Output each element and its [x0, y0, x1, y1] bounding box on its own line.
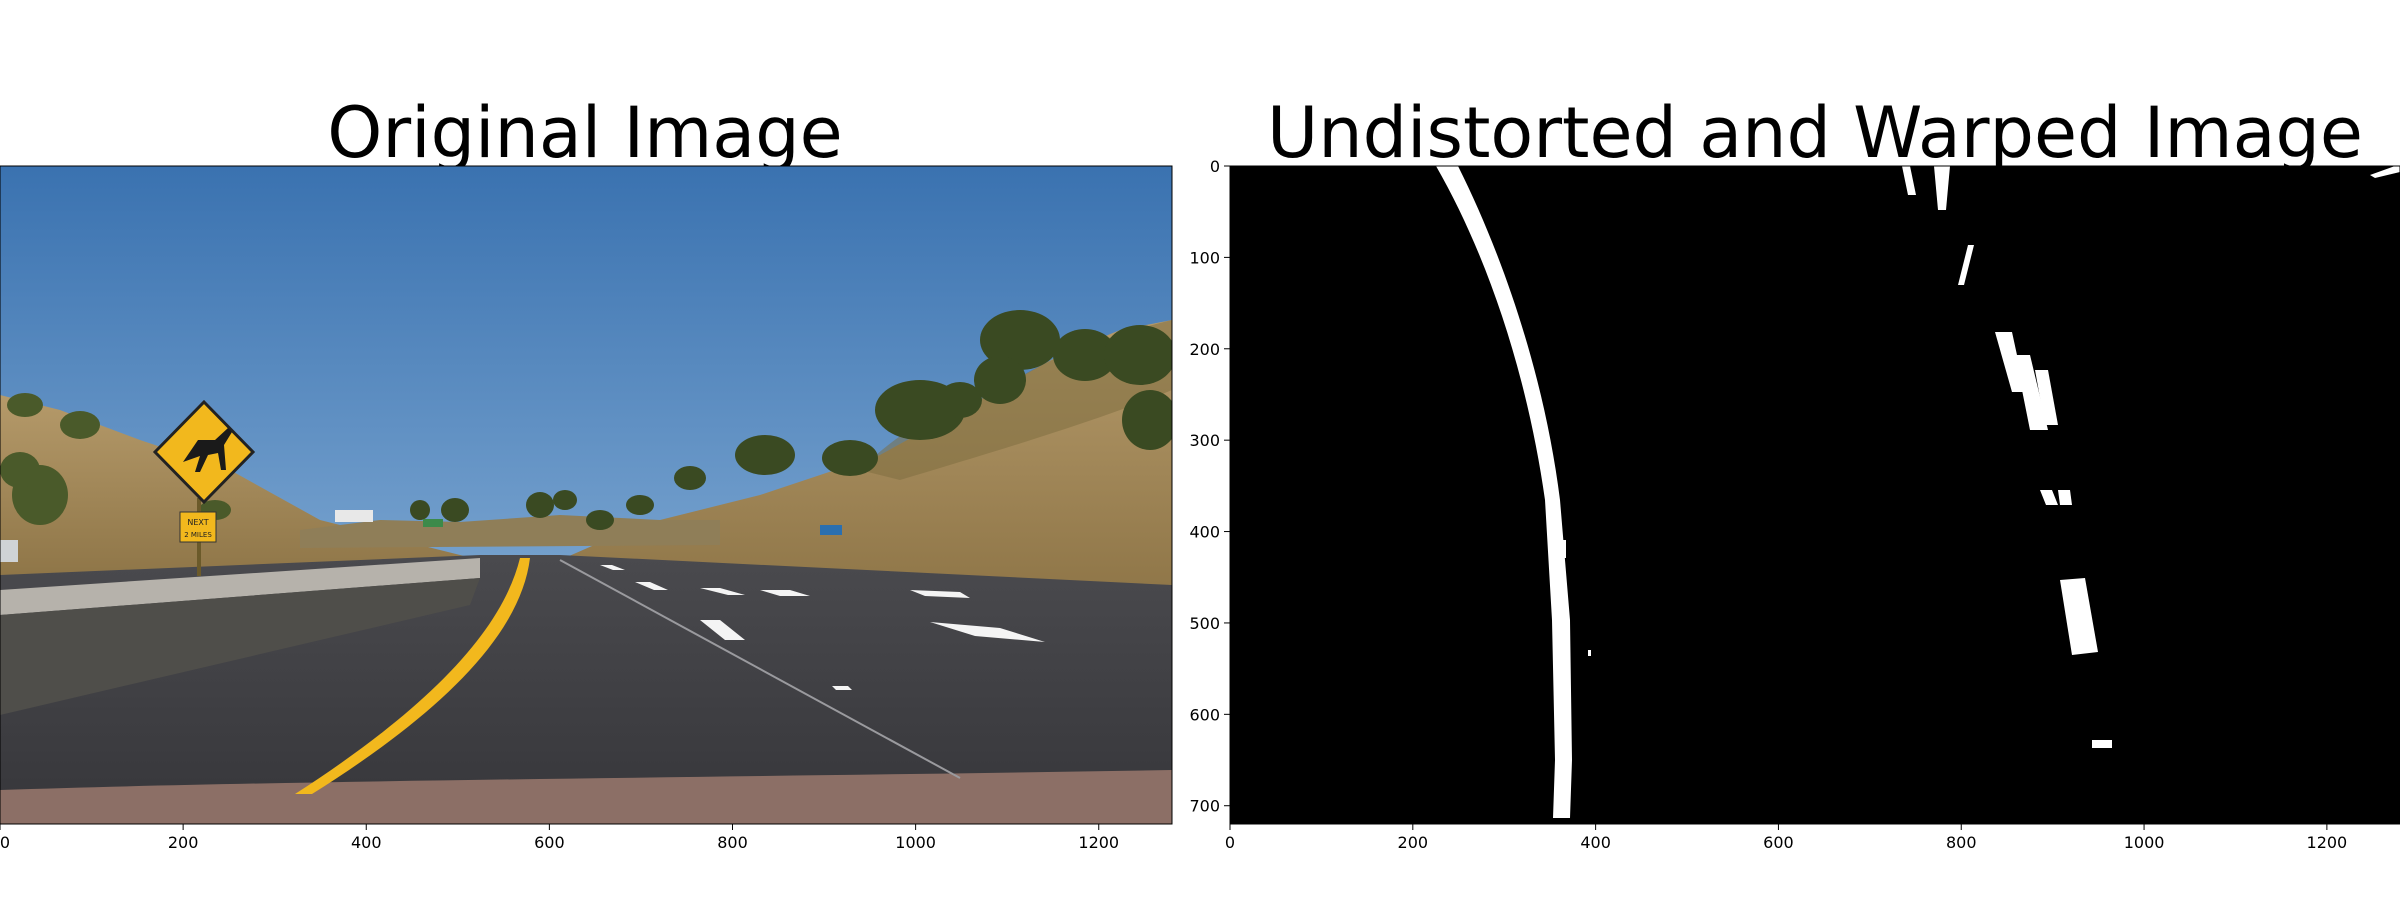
right-x-tick-label: 200 — [1398, 833, 1429, 852]
right-x-tick-label: 400 — [1580, 833, 1611, 852]
left-x-tick-label: 800 — [717, 833, 748, 852]
sign-plate-line2: 2 MILES — [184, 531, 212, 539]
right-panel-title: Undistorted and Warped Image — [1267, 92, 2363, 174]
right-y-tick-label: 400 — [1189, 523, 1220, 542]
left-x-tick-label: 0 — [0, 833, 10, 852]
deer-crossing-sign: NEXT 2 MILES — [152, 399, 256, 576]
deer-icon — [183, 428, 232, 472]
warped-binary-image — [1230, 166, 2400, 824]
right-y-tick-label: 500 — [1189, 614, 1220, 633]
median-barrier — [0, 578, 480, 715]
right-y-axis: 0 100 200 300 400 500 600 700 — [1189, 157, 1230, 816]
right-x-tick-label: 800 — [1946, 833, 1977, 852]
right-x-tick-label: 0 — [1225, 833, 1235, 852]
left-panel-title: Original Image — [327, 92, 842, 174]
right-y-tick-label: 600 — [1189, 705, 1220, 724]
left-axes-frame — [0, 165, 1173, 825]
right-y-tick-label: 200 — [1189, 340, 1220, 359]
right-y-tick-label: 700 — [1189, 797, 1220, 816]
right-axes-frame — [1229, 165, 2400, 825]
left-x-tick-label: 600 — [534, 833, 565, 852]
right-y-tick-label: 100 — [1189, 248, 1220, 267]
right-y-tick-label: 300 — [1189, 431, 1220, 450]
left-x-axis: 0 200 400 600 800 1000 1200 — [0, 824, 1119, 852]
white-lane-dashes — [600, 565, 1045, 690]
sign-plate-line1: NEXT — [187, 518, 208, 527]
left-x-tick-label: 400 — [351, 833, 382, 852]
left-x-tick-label: 1000 — [895, 833, 936, 852]
original-image: NEXT 2 MILES — [0, 166, 1172, 824]
right-x-tick-label: 600 — [1763, 833, 1794, 852]
right-x-tick-label: 1000 — [2124, 833, 2165, 852]
right-x-tick-label: 1200 — [2307, 833, 2348, 852]
right-y-tick-label: 0 — [1210, 157, 1220, 176]
left-x-tick-label: 1200 — [1078, 833, 1119, 852]
left-x-tick-label: 200 — [168, 833, 199, 852]
right-lane-fragments — [1902, 166, 2400, 748]
warped-background — [1230, 166, 2400, 824]
right-x-axis: 0 200 400 600 800 1000 1200 — [1225, 824, 2347, 852]
left-lane-line — [1436, 166, 1572, 818]
